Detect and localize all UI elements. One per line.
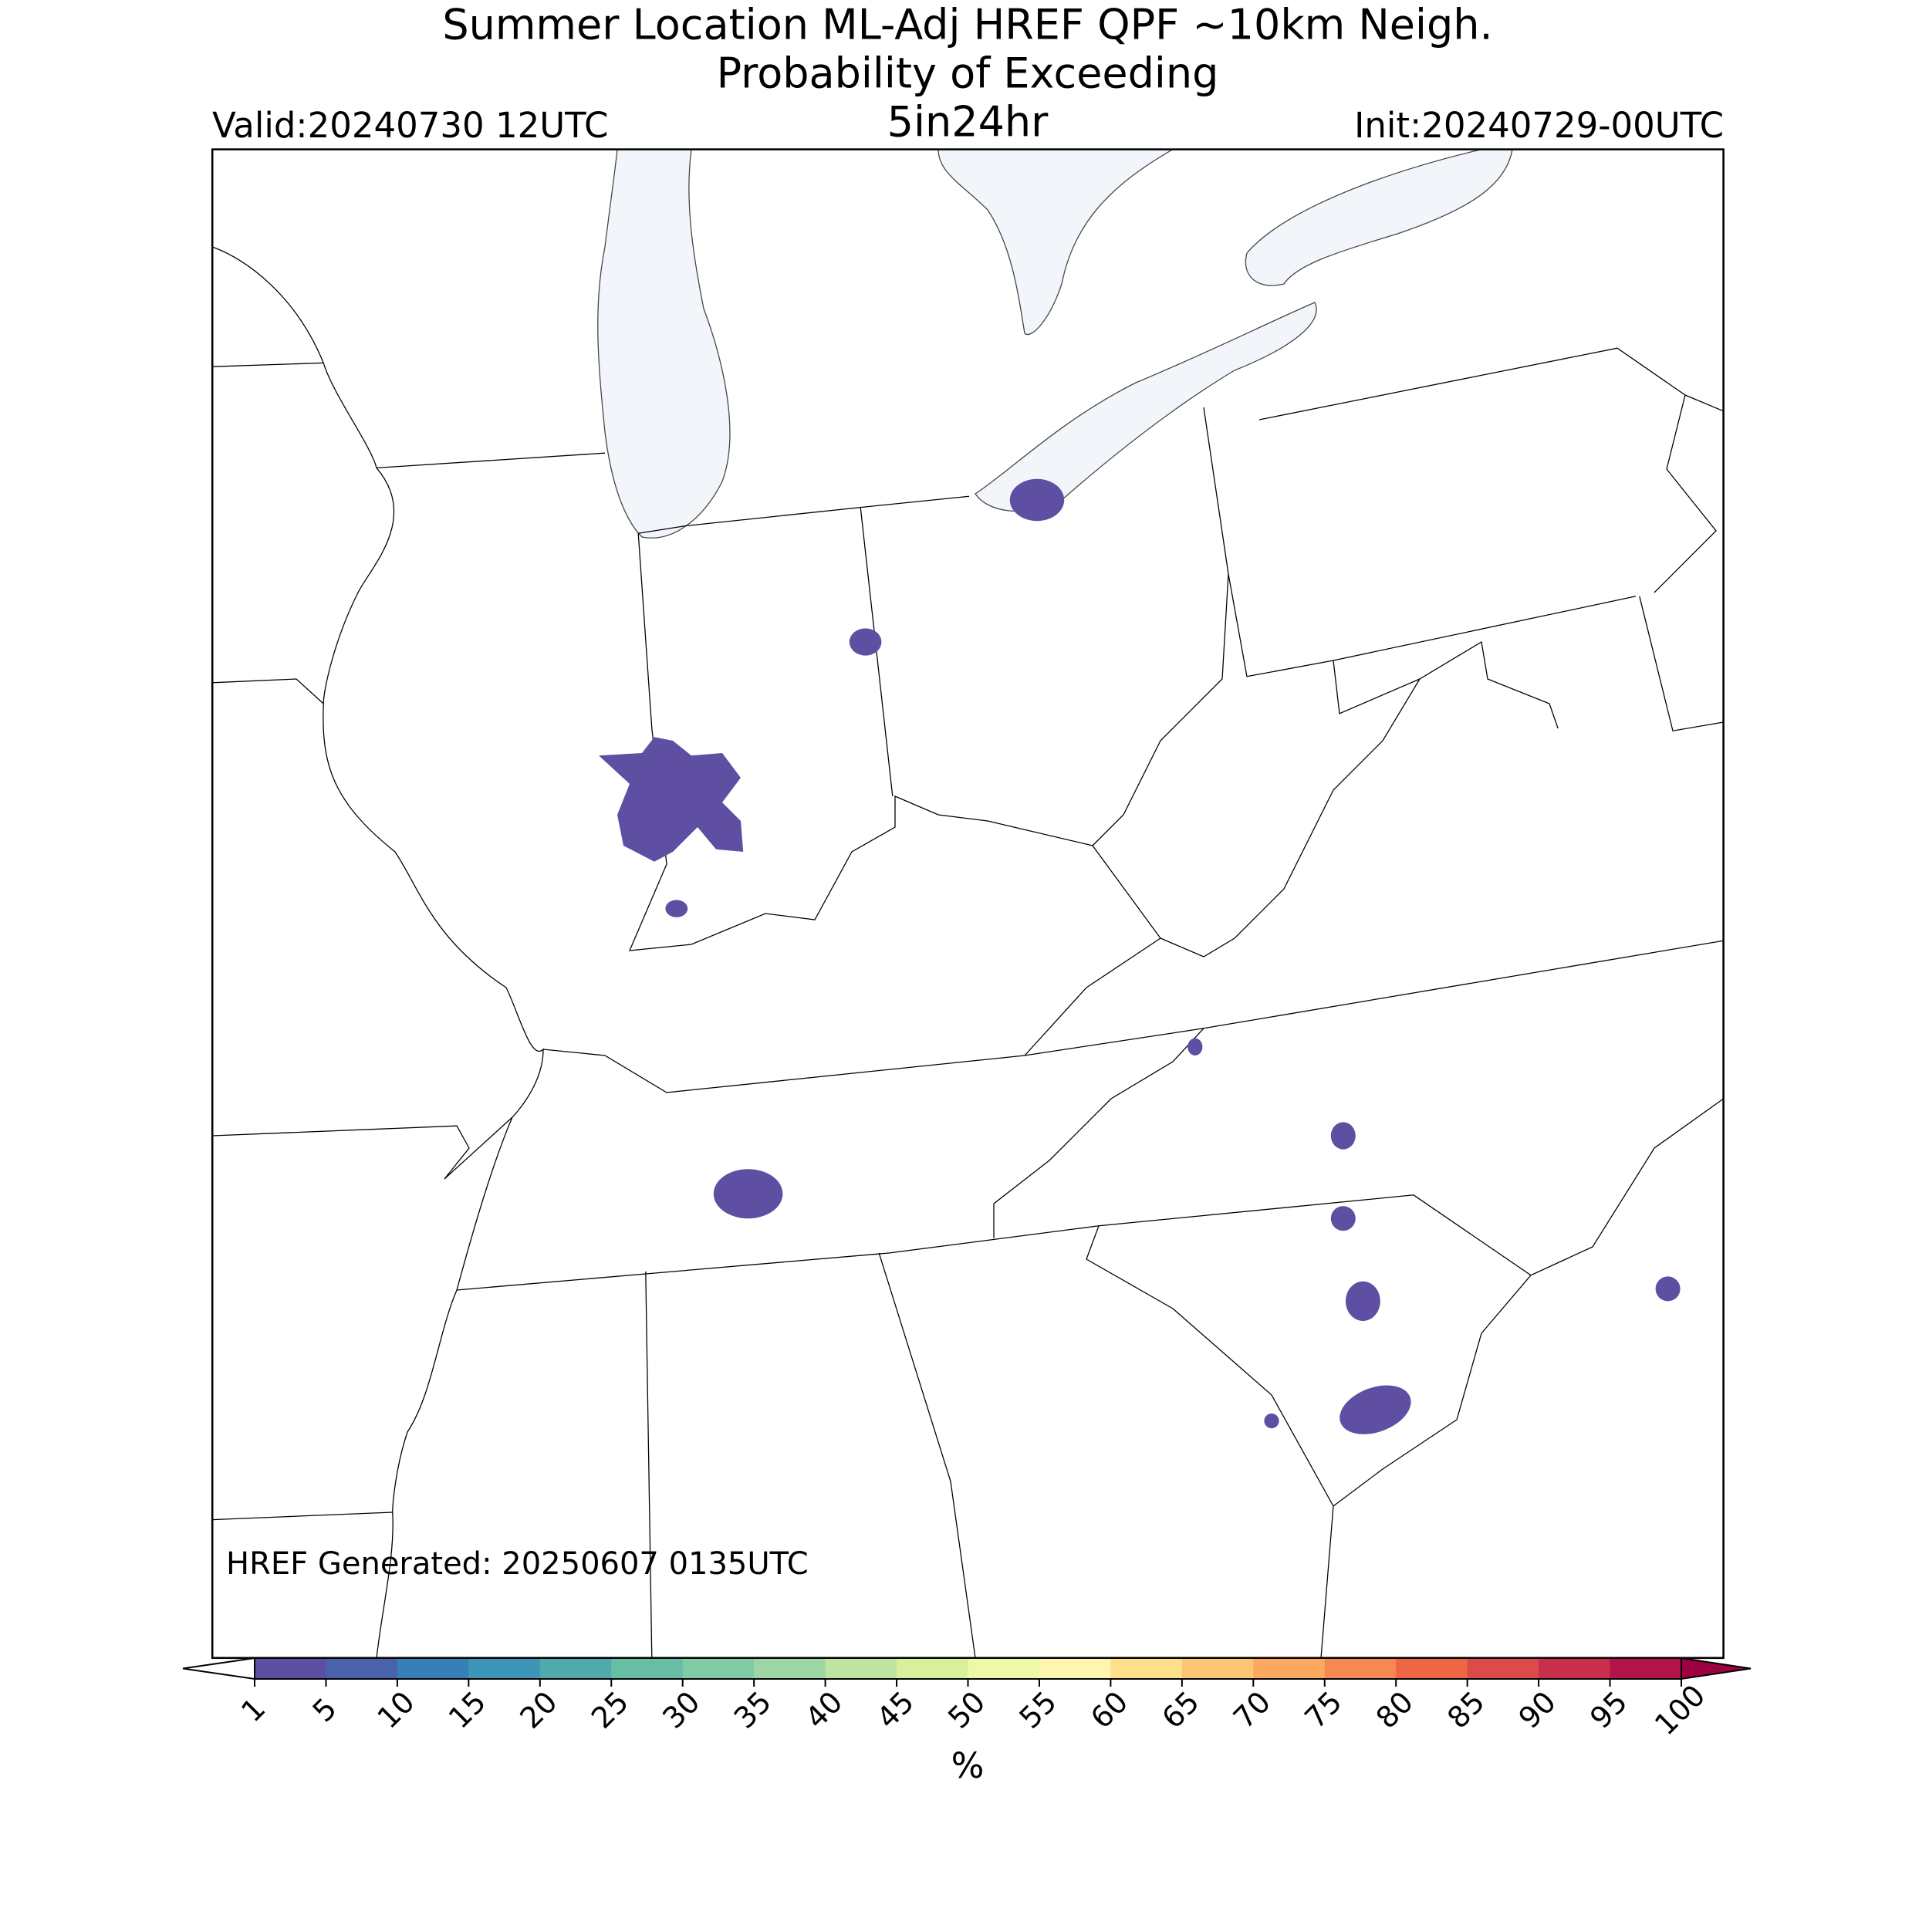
colorbar-tick-label: 1 [235,1691,272,1728]
colorbar-tick-label: 35 [728,1685,778,1735]
probability-area [1009,478,1065,522]
colorbar-tick-label: 10 [370,1685,421,1735]
colorbar-tick-label: 20 [513,1685,563,1735]
colorbar-segment [255,1658,326,1679]
colorbar-tick-label: 65 [1155,1685,1205,1735]
threshold: 5in24hr [887,98,1049,147]
valid-time: Valid:20240730 12UTC [212,105,608,146]
colorbar-tick-label: 55 [1013,1685,1063,1735]
colorbar-segment [968,1658,1040,1679]
lake-ontario [1245,149,1513,286]
colorbar-tick-label: 5 [306,1691,343,1728]
colorbar-segment [1324,1658,1397,1679]
colorbar-segment [1110,1658,1183,1679]
colorbar-label: % [951,1745,985,1786]
subtitle: Probability of Exceeding [717,49,1219,98]
state-border [212,246,544,1658]
colorbar-over [1681,1657,1752,1680]
lake-huron [937,149,1174,336]
colorbar-segment [825,1658,897,1679]
state-border [212,362,606,1521]
colorbar-tick-label: 60 [1084,1685,1134,1735]
colorbar-tick-label: 40 [799,1685,849,1735]
colorbar-segment [468,1658,541,1679]
colorbar-tick-label: 45 [870,1685,921,1735]
probability-area [1655,1276,1681,1302]
map [211,148,1725,1660]
probability-area [1330,1206,1356,1231]
probability-area [1339,1385,1411,1434]
probability-area [1330,1122,1356,1150]
probability-area [1346,1281,1380,1321]
colorbar-tick-label: 100 [1648,1678,1711,1741]
colorbar-tick-label: 70 [1227,1685,1277,1735]
colorbar-segment [1396,1658,1468,1679]
colorbar-segment [1610,1658,1682,1679]
colorbar-segment [539,1658,612,1679]
colorbar-segment [1467,1658,1539,1679]
colorbar-tick-label: 25 [585,1685,635,1735]
colorbar-segment [326,1658,398,1679]
colorbar-segment [897,1658,968,1679]
probability-area [1264,1414,1279,1429]
state-border [638,347,1724,846]
probability-areas [599,478,1681,1434]
lake-michigan [597,149,731,539]
colorbar-segment [754,1658,826,1679]
colorbar-tick-label: 85 [1441,1685,1491,1735]
colorbar-tick-label: 50 [941,1685,992,1735]
map-frame [211,148,1725,1660]
colorbar-segment [682,1658,755,1679]
probability-area [599,737,744,862]
probability-area [713,1169,783,1219]
probability-area [665,900,688,917]
colorbar-segment [1181,1658,1254,1679]
colorbar-segment [1539,1658,1611,1679]
colorbar-tick-label: 90 [1512,1685,1562,1735]
probability-area [1187,1038,1203,1056]
generated-time: HREF Generated: 20250607 0135UTC [226,1546,809,1582]
colorbar-segment [611,1658,684,1679]
colorbar-tick-label: 95 [1583,1685,1633,1735]
state-border [628,533,1559,958]
probability-area [849,628,882,656]
colorbar-segment [1253,1658,1326,1679]
title: Summer Location ML-Adj HREF QPF ~10km Ne… [442,1,1492,49]
colorbar-under [182,1657,255,1680]
colorbar-segment [397,1658,469,1679]
state-border [456,937,1724,1658]
colorbar-tick-label: 30 [656,1685,706,1735]
colorbar: 1 5 10 15 20 25 30 35 40 45 50 55 60 65 70 75 80 85 90 95 10… [182,1657,1752,1741]
colorbar-tick-label: 75 [1298,1685,1348,1735]
colorbar-tick-label: 15 [442,1685,492,1735]
colorbar-segment [1039,1658,1111,1679]
init-time: Init:20240729-00UTC [1354,105,1724,146]
colorbar-tick-label: 80 [1370,1685,1420,1735]
